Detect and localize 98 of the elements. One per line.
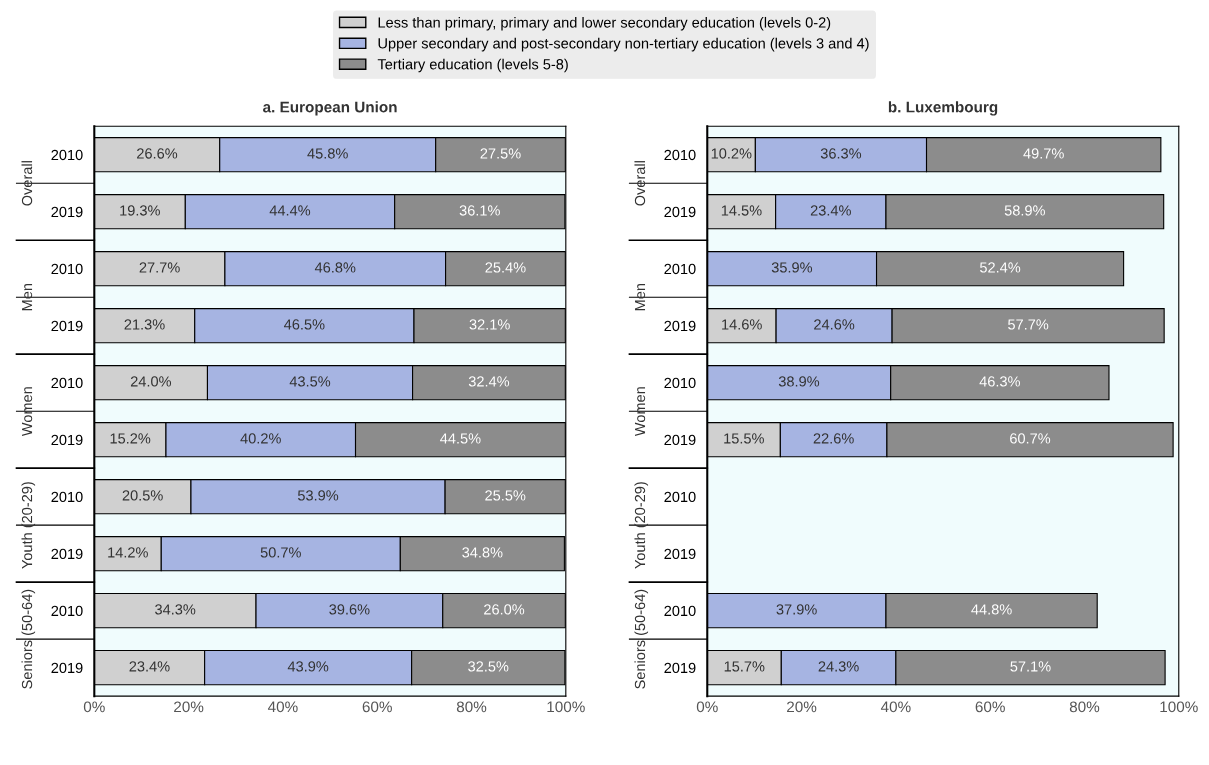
data-label: 49.7% [1023, 148, 1064, 159]
data-label: 15.5% [724, 433, 764, 444]
chart-title: b. Luxembourg [888, 101, 998, 116]
y-tick-label: 2010 [51, 491, 83, 503]
data-label: 15.7% [724, 661, 765, 672]
y-tick-label: 2019 [664, 320, 696, 332]
y-tick-label: 2019 [664, 434, 696, 446]
y-tick-label: 2010 [51, 263, 83, 275]
data-label: 23.4% [810, 205, 851, 216]
y-tick-label: 2010 [51, 605, 83, 617]
x-tick-label: 0% [83, 701, 105, 713]
x-tick-label: 80% [456, 701, 487, 713]
data-label: 27.7% [139, 262, 180, 273]
x-tick-label: 0% [696, 701, 718, 713]
data-label: 36.1% [459, 205, 500, 216]
x-tick-label: 100% [547, 701, 585, 713]
text: Seniors (50-64) [21, 589, 36, 689]
data-label: 44.5% [440, 433, 481, 444]
data-label: 44.4% [269, 205, 311, 216]
data-label: 26.6% [137, 148, 178, 159]
y-tick-label: 2010 [664, 149, 696, 161]
text: Men [634, 283, 646, 311]
y-tick-label: 2019 [51, 548, 83, 560]
data-label: 46.5% [284, 319, 325, 330]
data-label: 10.2% [711, 148, 752, 159]
x-tick-label: 40% [880, 701, 911, 713]
data-label: 50.7% [260, 547, 301, 558]
data-label: 25.4% [485, 262, 526, 273]
y-tick-label: 2010 [664, 377, 696, 389]
text: Men [22, 283, 33, 311]
data-label: 14.5% [721, 205, 762, 216]
data-label: 14.6% [722, 319, 762, 330]
data-label: 46.8% [314, 262, 356, 273]
data-label: 32.4% [468, 376, 510, 387]
data-label: 21.3% [124, 319, 165, 330]
y-tick-label: 2010 [664, 263, 696, 275]
legend-label: Less than primary, primary and lower secondary education (levels 0-2) [378, 16, 831, 31]
y-tick-label: 2019 [51, 662, 83, 674]
data-label: 36.3% [820, 148, 862, 159]
data-label: 46.3% [979, 376, 1020, 387]
y-tick-label: 2019 [664, 548, 696, 560]
data-label: 24.6% [814, 319, 855, 330]
data-label: 57.1% [1010, 661, 1051, 672]
data-label: 40.2% [240, 433, 281, 444]
x-tick-label: 80% [1069, 701, 1100, 713]
text: Overall [634, 161, 646, 206]
text: Women [22, 387, 33, 437]
data-label: 37.9% [776, 604, 817, 615]
data-label: 43.9% [287, 661, 329, 672]
y-tick-label: 2019 [51, 206, 83, 218]
data-label: 43.5% [289, 376, 331, 387]
legend-label: Tertiary education (levels 5-8) [377, 58, 568, 73]
data-label: 24.3% [818, 661, 859, 672]
data-label: 23.4% [129, 661, 170, 672]
data-label: 19.3% [120, 205, 160, 216]
x-tick-label: 100% [1160, 701, 1198, 713]
data-label: 39.6% [329, 604, 370, 615]
y-tick-label: 2010 [664, 491, 696, 503]
data-label: 57.7% [1008, 319, 1049, 330]
x-tick-label: 40% [267, 701, 298, 713]
data-label: 34.8% [462, 547, 503, 558]
x-tick-label: 20% [787, 701, 817, 713]
chart-title: a. European Union [263, 101, 397, 116]
data-label: 52.4% [979, 262, 1021, 273]
x-tick-label: 60% [975, 701, 1005, 713]
text: Youth (20-29) [634, 482, 649, 569]
data-label: 34.3% [155, 604, 196, 615]
legend-label: Upper secondary and post-secondary non-tertiary education (levels 3 and 4) [378, 37, 869, 52]
data-label: 60.7% [1010, 433, 1051, 444]
y-tick-label: 2019 [51, 434, 83, 446]
data-label: 22.6% [813, 433, 854, 444]
data-label: 38.9% [778, 376, 820, 387]
text: Seniors (50-64) [634, 589, 649, 689]
data-label: 15.2% [110, 433, 151, 444]
data-label: 53.9% [297, 490, 339, 501]
data-label: 45.8% [307, 148, 348, 159]
data-label: 25.5% [485, 490, 526, 501]
data-label: 32.1% [469, 319, 510, 330]
y-tick-label: 2010 [664, 605, 696, 617]
data-label: 27.5% [480, 148, 521, 159]
data-label: 14.2% [108, 547, 148, 558]
text: Youth (20-29) [21, 482, 36, 569]
x-tick-label: 20% [174, 701, 204, 713]
data-label: 32.5% [468, 661, 509, 672]
y-tick-label: 2019 [664, 206, 696, 218]
y-tick-label: 2010 [51, 149, 83, 161]
data-label: 35.9% [771, 262, 813, 273]
data-label: 20.5% [122, 490, 163, 501]
data-label: 26.0% [484, 604, 525, 615]
y-tick-label: 2019 [664, 662, 696, 674]
data-label: 24.0% [130, 376, 172, 387]
x-tick-label: 60% [362, 701, 392, 713]
y-tick-label: 2019 [51, 320, 83, 332]
data-label: 44.8% [971, 604, 1012, 615]
text: Women [634, 387, 646, 437]
y-tick-label: 2010 [51, 377, 83, 389]
text: Overall [21, 161, 33, 206]
data-label: 58.9% [1004, 205, 1045, 216]
